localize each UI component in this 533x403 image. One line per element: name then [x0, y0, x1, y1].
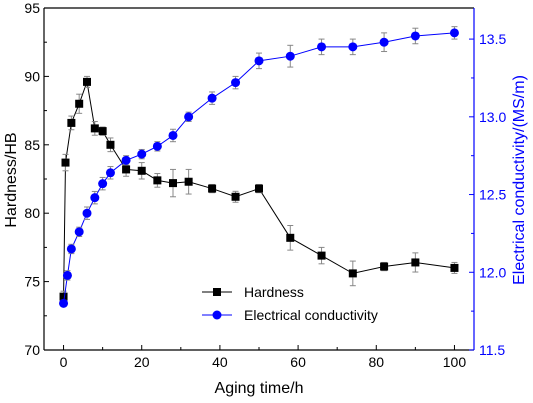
left-y-tick-label: 90 [24, 68, 40, 84]
legend-marker [213, 288, 221, 296]
data-point [410, 31, 420, 41]
right-y-axis-ticks: 11.5 12.0 12.5 13.0 13.5 [469, 31, 506, 358]
data-point [348, 269, 357, 278]
data-point [67, 118, 76, 127]
data-point [286, 233, 295, 242]
left-y-tick-label: 75 [24, 274, 40, 290]
data-point [75, 99, 84, 108]
data-point [121, 155, 131, 165]
data-point [208, 184, 217, 193]
series-layer [59, 26, 459, 308]
data-point [59, 298, 69, 308]
data-point [168, 130, 178, 140]
data-point [231, 192, 240, 201]
left-y-tick-label: 80 [24, 205, 40, 221]
data-point [169, 179, 177, 188]
left-y-tick-label: 70 [24, 342, 40, 358]
data-point [98, 127, 107, 136]
series-line [63, 79, 455, 297]
data-point [122, 165, 131, 174]
data-point [66, 244, 76, 254]
left-y-tick-label: 95 [24, 0, 40, 16]
data-point [317, 42, 327, 52]
legend-marker [212, 310, 222, 320]
data-point [449, 28, 459, 38]
data-point [59, 292, 68, 301]
data-point [317, 251, 326, 260]
data-point [411, 258, 420, 267]
x-tick-label: 20 [134, 354, 150, 370]
data-point [153, 176, 162, 185]
left-y-tick-label: 85 [24, 137, 40, 153]
right-y-tick-label: 13.0 [479, 109, 506, 125]
data-point [254, 56, 264, 66]
data-point [231, 78, 241, 88]
data-point [137, 166, 146, 175]
series-conductivity [59, 26, 459, 308]
left-y-axis-ticks: 70 75 80 85 90 95 [24, 0, 49, 358]
data-point [152, 141, 162, 151]
data-point [74, 227, 84, 237]
data-point [90, 193, 100, 203]
data-point [61, 158, 70, 167]
x-tick-label: 60 [290, 354, 306, 370]
x-tick-label: 100 [443, 354, 467, 370]
legend-label: Electrical conductivity [244, 307, 378, 323]
data-point [207, 93, 217, 103]
series-line [63, 32, 455, 304]
left-y-axis-title: Hardness/HB [3, 132, 20, 227]
right-y-tick-label: 11.5 [479, 342, 505, 358]
data-point [450, 263, 459, 272]
series-hardness [59, 75, 459, 303]
data-point [82, 208, 92, 218]
right-y-tick-label: 12.5 [479, 187, 506, 203]
legend: Hardness Electrical conductivity [202, 284, 378, 323]
x-tick-label: 0 [60, 354, 68, 370]
data-point [62, 270, 72, 280]
data-point [90, 124, 99, 133]
right-y-tick-label: 13.5 [479, 31, 506, 47]
data-point [98, 179, 108, 189]
data-point [105, 168, 115, 178]
data-point [285, 51, 295, 61]
data-point [380, 262, 389, 271]
data-point [137, 149, 147, 159]
right-y-tick-label: 12.0 [479, 264, 506, 280]
x-axis-title: Aging time/h [215, 380, 304, 397]
data-point [83, 77, 91, 86]
data-point [348, 42, 358, 52]
data-point [379, 37, 389, 47]
data-point [184, 112, 194, 122]
x-tick-label: 80 [368, 354, 384, 370]
right-y-axis-title: Electrical conductivity/(MS/m) [511, 75, 528, 285]
x-tick-label: 40 [212, 354, 228, 370]
x-axis-ticks: 0 20 40 60 80 100 [60, 345, 467, 370]
data-point [106, 140, 115, 149]
data-point [184, 177, 193, 186]
legend-label: Hardness [244, 284, 304, 300]
data-point [255, 184, 263, 193]
